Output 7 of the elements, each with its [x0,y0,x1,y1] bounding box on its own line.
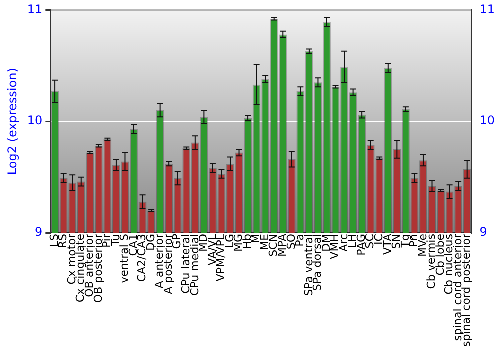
y-tick-label: 10 [27,114,43,128]
y2-tick-label: 9 [480,225,488,240]
y2-tick-label: 10 [480,114,496,128]
y-tick-label: 11 [27,2,43,16]
y2-tick-label: 11 [480,2,496,16]
y-axis-title: Log2 (expression) [5,68,20,176]
y-tick-label: 9 [35,225,43,240]
